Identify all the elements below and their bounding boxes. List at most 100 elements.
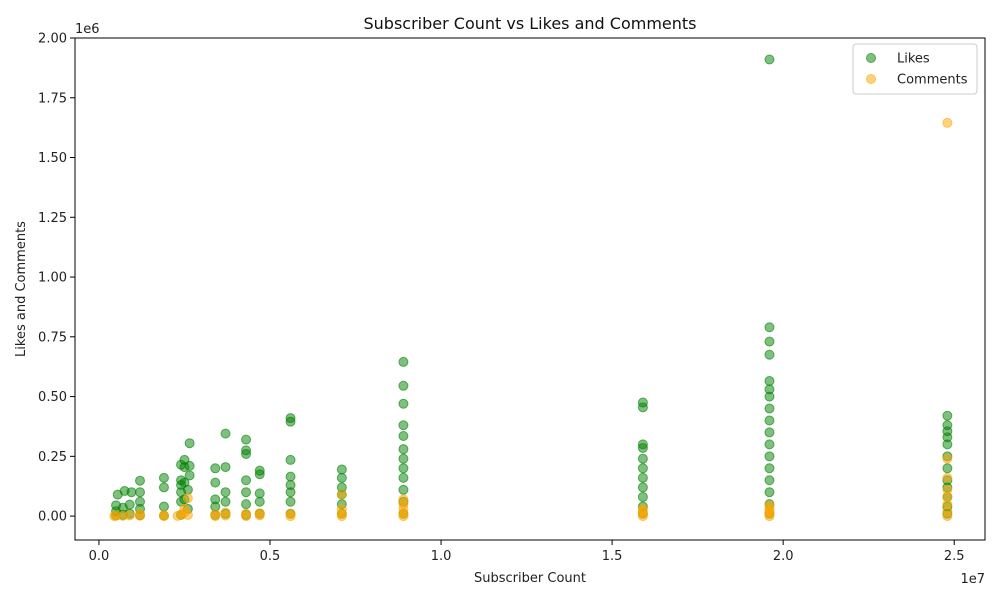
point-likes	[241, 487, 252, 498]
point-comments	[942, 453, 953, 464]
legend-box	[852, 43, 978, 95]
y-tick-label: 1.25	[38, 211, 67, 226]
point-likes	[764, 403, 775, 414]
x-axis-label: Subscriber Count	[474, 571, 586, 586]
point-likes	[135, 487, 145, 498]
point-comments	[336, 503, 347, 514]
point-likes	[637, 482, 648, 493]
legend-marker-likes	[866, 53, 876, 63]
point-comments	[135, 509, 145, 520]
legend: Likes Comments	[852, 43, 978, 95]
y-tick-label: 0.00	[38, 510, 67, 525]
point-likes	[764, 376, 775, 387]
point-likes	[285, 496, 296, 507]
point-likes	[764, 439, 775, 450]
point-comments	[637, 503, 648, 514]
point-likes	[241, 445, 252, 456]
point-likes	[637, 463, 648, 474]
point-likes	[184, 438, 195, 449]
series-comments	[109, 117, 953, 522]
point-likes	[764, 415, 775, 426]
point-likes	[241, 434, 252, 445]
point-likes	[398, 398, 409, 409]
y-tick-label: 1.00	[38, 271, 67, 286]
point-likes	[398, 380, 409, 391]
point-comments	[285, 508, 296, 519]
point-likes	[158, 501, 169, 512]
y-tick-label: 2.00	[38, 32, 67, 47]
y-axis-multiplier: 1e6	[75, 22, 100, 37]
point-likes	[942, 420, 953, 431]
point-likes	[764, 384, 775, 395]
x-tick-label: 0.0	[89, 549, 110, 564]
point-likes	[336, 464, 347, 475]
chart-title: Subscriber Count vs Likes and Comments	[364, 14, 697, 33]
point-comments	[398, 494, 409, 505]
x-tick-label: 1.5	[602, 549, 623, 564]
point-likes	[637, 472, 648, 483]
y-tick-label: 1.50	[38, 151, 67, 166]
point-likes	[241, 499, 252, 510]
x-tick-label: 1.0	[431, 549, 452, 564]
point-likes	[184, 470, 195, 481]
point-likes	[184, 460, 195, 471]
point-comments	[942, 484, 953, 495]
point-likes	[210, 477, 221, 488]
point-comments	[336, 489, 347, 500]
point-likes	[398, 431, 409, 442]
y-tick-label: 0.50	[38, 390, 67, 405]
x-axis-ticks: 0.0 0.5 1.0 1.5 2.0 2.5	[89, 540, 965, 564]
point-likes	[398, 453, 409, 464]
y-axis-ticks: 0.00 0.25 0.50 0.75 1.00 1.25 1.50 1.75 2.00	[38, 32, 75, 525]
point-comments	[210, 509, 221, 520]
point-likes	[764, 463, 775, 474]
point-likes	[135, 475, 145, 486]
point-likes	[637, 491, 648, 502]
y-axis-label: Likes and Comments	[14, 221, 29, 357]
point-comments	[158, 510, 169, 521]
point-likes	[241, 475, 252, 486]
point-likes	[942, 410, 953, 421]
series-likes	[111, 54, 953, 521]
point-likes	[764, 451, 775, 462]
point-likes	[254, 465, 265, 476]
point-likes	[135, 496, 145, 507]
legend-marker-comments	[866, 74, 876, 84]
y-tick-label: 1.75	[38, 91, 67, 106]
point-likes	[254, 496, 265, 507]
point-comments	[124, 510, 135, 521]
legend-label-comments: Comments	[897, 73, 968, 88]
point-likes	[336, 472, 347, 483]
point-comments	[241, 508, 252, 519]
point-likes	[158, 472, 169, 483]
point-comments	[220, 507, 231, 518]
point-comments	[942, 117, 953, 128]
point-likes	[637, 453, 648, 464]
point-comments	[182, 493, 193, 504]
plot-frame	[74, 37, 986, 541]
legend-label-likes: Likes	[897, 52, 930, 67]
point-likes	[182, 484, 193, 495]
point-likes	[398, 484, 409, 495]
point-likes	[220, 496, 231, 507]
data-points	[109, 54, 953, 522]
point-likes	[764, 487, 775, 498]
point-likes	[764, 475, 775, 486]
point-likes	[210, 494, 221, 505]
point-likes	[398, 420, 409, 431]
point-likes	[285, 413, 296, 424]
point-comments	[182, 509, 193, 520]
x-tick-label: 2.5	[944, 549, 965, 564]
point-likes	[220, 462, 231, 473]
point-likes	[285, 480, 296, 491]
point-likes	[398, 444, 409, 455]
y-tick-label: 0.75	[38, 330, 67, 345]
point-likes	[254, 488, 265, 499]
point-comments	[764, 500, 775, 511]
point-likes	[398, 356, 409, 367]
point-likes	[398, 472, 409, 483]
x-axis-multiplier: 1e7	[960, 572, 985, 587]
x-tick-label: 0.5	[260, 549, 281, 564]
point-likes	[158, 482, 169, 493]
